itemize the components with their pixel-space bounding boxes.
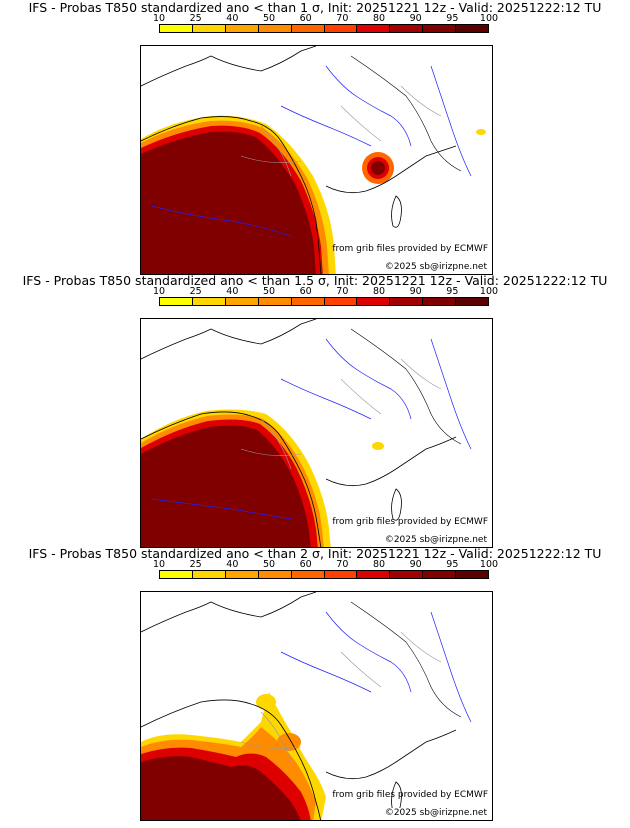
colorbar-tick-label: 25	[189, 559, 202, 570]
panel-title: IFS - Probas T850 standardized ano < tha…	[28, 546, 602, 561]
colorbar-cell	[456, 571, 489, 578]
colorbar-cell	[423, 298, 457, 305]
colorbar-cell	[160, 571, 193, 578]
colorbar-tick-label: 50	[262, 13, 276, 24]
colorbar-tick-label: 95	[446, 559, 459, 570]
colorbar-cell	[423, 571, 457, 578]
colorbar-tick-label: 90	[409, 286, 422, 297]
colorbar	[159, 297, 489, 306]
colorbar-cell	[324, 571, 358, 578]
credit-source: from grib files provided by ECMWF	[332, 517, 488, 527]
colorbar-cell	[390, 298, 424, 305]
colorbar-tick-label: 80	[372, 559, 386, 570]
colorbar-tick-label: 70	[336, 559, 349, 570]
colorbar-tick-label: 95	[446, 13, 459, 24]
colorbar-cell	[357, 298, 391, 305]
colorbar-cell	[456, 25, 489, 32]
colorbar-tick-label: 95	[446, 286, 459, 297]
colorbar-tick-label: 50	[262, 559, 276, 570]
colorbar-cell	[160, 298, 193, 305]
colorbar	[159, 570, 489, 579]
credit-source: from grib files provided by ECMWF	[332, 790, 488, 800]
colorbar-tick-label: 70	[336, 286, 349, 297]
colorbar-tick-label: 10	[152, 286, 166, 297]
map-panel-1: IFS - Probas T850 standardized ano < tha…	[0, 0, 630, 275]
colorbar-cell	[192, 571, 226, 578]
map-area: from grib files provided by ECMWF ©2025 …	[140, 591, 493, 821]
colorbar-cell	[324, 298, 358, 305]
colorbar-cell	[225, 571, 259, 578]
map-area: from grib files provided by ECMWF ©2025 …	[140, 318, 493, 548]
colorbar-ticks: 10 25 40 50 60 70 80 90 95 100	[153, 286, 498, 297]
colorbar-cell	[423, 25, 457, 32]
colorbar-tick-label: 40	[226, 559, 239, 570]
colorbar-tick-label: 40	[226, 13, 239, 24]
colorbar-cell	[258, 298, 292, 305]
colorbar-cell	[291, 571, 325, 578]
panel-title: IFS - Probas T850 standardized ano < tha…	[22, 273, 608, 288]
map-area: from grib files provided by ECMWF ©2025 …	[140, 45, 493, 275]
colorbar-cell	[258, 25, 292, 32]
map-panel-2: IFS - Probas T850 standardized ano < tha…	[0, 273, 630, 548]
credit-copyright: ©2025 sb@irizpne.net	[383, 535, 488, 545]
colorbar-cell	[160, 25, 193, 32]
colorbar-ticks: 10 25 40 50 60 70 80 90 95 100	[153, 559, 498, 570]
colorbar-tick-label: 40	[226, 286, 239, 297]
colorbar-tick-label: 80	[372, 286, 386, 297]
colorbar-cell	[225, 25, 259, 32]
colorbar-cell	[357, 571, 391, 578]
colorbar-tick-label: 25	[189, 286, 202, 297]
colorbar-cell	[192, 298, 226, 305]
colorbar	[159, 24, 489, 33]
colorbar-tick-label: 25	[189, 13, 202, 24]
colorbar-tick-label: 100	[479, 286, 499, 297]
colorbar-tick-label: 60	[299, 559, 312, 570]
colorbar-cell	[324, 25, 358, 32]
colorbar-cell	[390, 25, 424, 32]
colorbar-tick-label: 60	[299, 13, 312, 24]
colorbar-tick-label: 50	[262, 286, 276, 297]
colorbar-tick-label: 10	[152, 559, 166, 570]
colorbar-cell	[357, 25, 391, 32]
panel-title: IFS - Probas T850 standardized ano < tha…	[28, 0, 602, 15]
colorbar-cell	[291, 298, 325, 305]
colorbar-ticks: 10 25 40 50 60 70 80 90 95 100	[153, 13, 498, 24]
colorbar-cell	[456, 298, 489, 305]
colorbar-tick-label: 90	[409, 13, 422, 24]
colorbar-tick-label: 60	[299, 286, 312, 297]
credit-copyright: ©2025 sb@irizpne.net	[383, 262, 488, 272]
map-panel-3: IFS - Probas T850 standardized ano < tha…	[0, 546, 630, 821]
colorbar-tick-label: 100	[479, 13, 499, 24]
colorbar-tick-label: 80	[372, 13, 386, 24]
colorbar-tick-label: 100	[479, 559, 499, 570]
colorbar-cell	[192, 25, 226, 32]
colorbar-cell	[390, 571, 424, 578]
colorbar-cell	[225, 298, 259, 305]
colorbar-cell	[291, 25, 325, 32]
credit-source: from grib files provided by ECMWF	[332, 244, 488, 254]
colorbar-tick-label: 70	[336, 13, 349, 24]
colorbar-tick-label: 10	[152, 13, 166, 24]
credit-copyright: ©2025 sb@irizpne.net	[383, 808, 488, 818]
colorbar-tick-label: 90	[409, 559, 422, 570]
colorbar-cell	[258, 571, 292, 578]
